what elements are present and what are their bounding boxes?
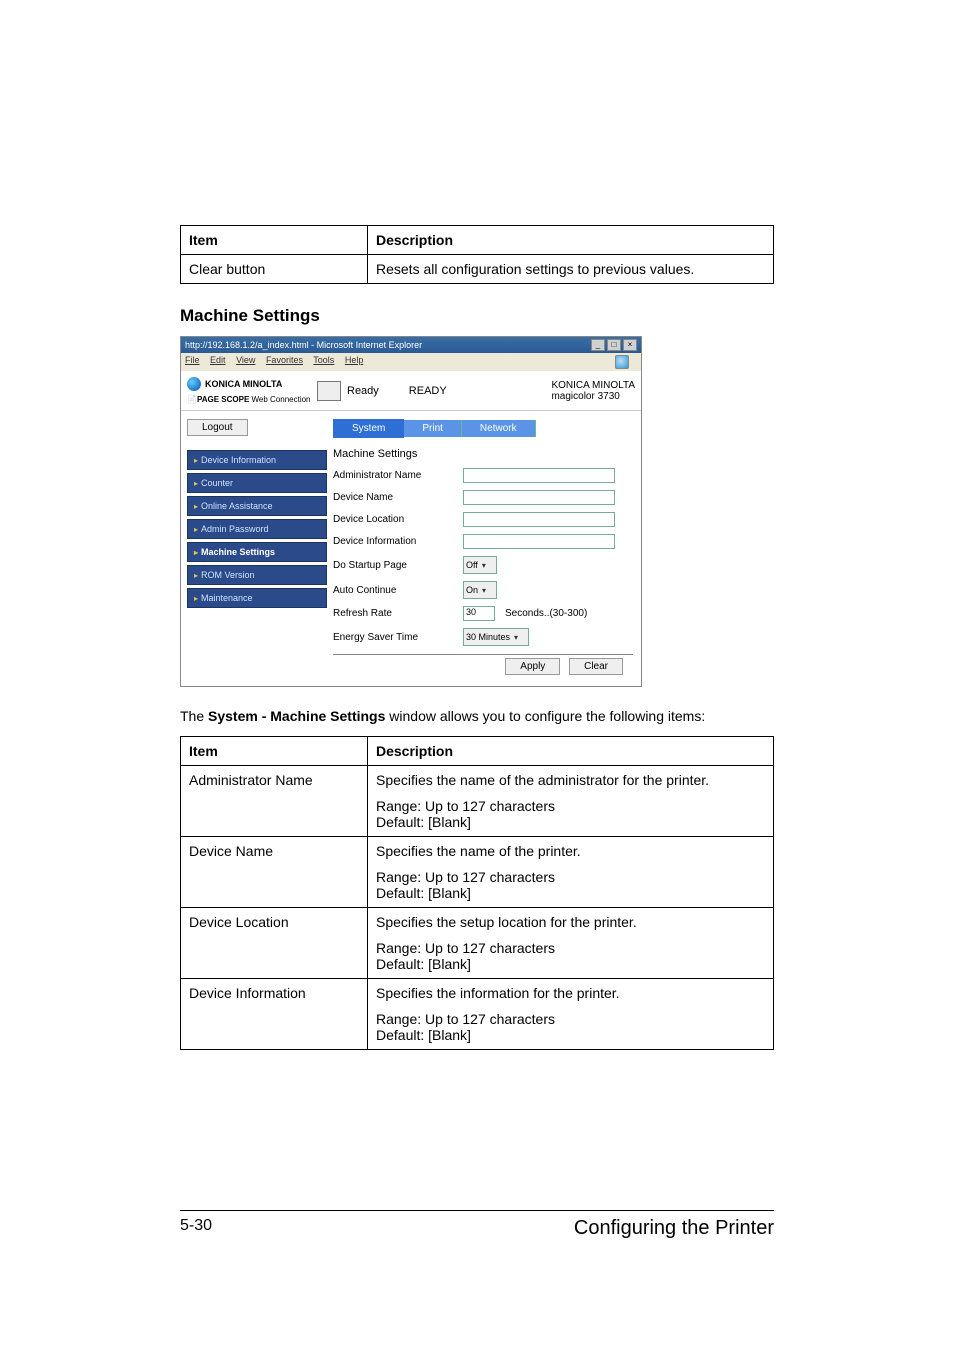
maximize-icon[interactable]: □ xyxy=(607,339,621,351)
menu-edit[interactable]: Edit xyxy=(210,355,226,365)
minimize-icon[interactable]: _ xyxy=(591,339,605,351)
ie-globe-icon xyxy=(615,355,629,369)
ready-status: READY xyxy=(409,385,447,397)
clear-button[interactable]: Clear xyxy=(569,658,623,675)
section-heading: Machine Settings xyxy=(180,306,774,326)
nav-rom-version[interactable]: ▸ROM Version xyxy=(187,565,327,585)
nav-arrow-icon: ▸ xyxy=(194,456,198,465)
page-header: KONICA MINOLTA 📄PAGE SCOPE Web Connectio… xyxy=(181,371,641,411)
pagescope-label: 📄PAGE SCOPE Web Connection xyxy=(187,395,317,404)
model-line2: magicolor 3730 xyxy=(551,391,635,402)
tab-bar: SystemPrintNetwork xyxy=(333,419,633,438)
window-titlebar: http://192.168.1.2/a_index.html - Micros… xyxy=(181,337,641,353)
table-row: Administrator Name Specifies the name of… xyxy=(181,765,774,836)
nav-arrow-icon: ▸ xyxy=(194,571,198,580)
menu-file[interactable]: File xyxy=(185,355,200,365)
nav-machine-settings[interactable]: ▸Machine Settings xyxy=(187,542,327,562)
input-device-location[interactable] xyxy=(463,512,615,527)
nav-arrow-icon: ▸ xyxy=(194,525,198,534)
main-panel: SystemPrintNetwork Machine Settings Admi… xyxy=(333,411,641,686)
brand-text: KONICA MINOLTA xyxy=(205,379,282,389)
nav-counter[interactable]: ▸Counter xyxy=(187,473,327,493)
label-startup: Do Startup Page xyxy=(333,560,463,571)
select-startup[interactable]: Off xyxy=(463,556,497,574)
tab-system[interactable]: System xyxy=(333,419,404,438)
page-number: 5-30 xyxy=(180,1217,212,1240)
ready-small: Ready xyxy=(347,385,379,397)
sidebar: Logout ▸Device Information ▸Counter ▸Onl… xyxy=(181,411,333,686)
nav-arrow-icon: ▸ xyxy=(194,502,198,511)
nav-admin-password[interactable]: ▸Admin Password xyxy=(187,519,327,539)
nav-maintenance[interactable]: ▸Maintenance xyxy=(187,588,327,608)
pagescope-prefix: 📄 xyxy=(187,395,197,404)
menu-view[interactable]: View xyxy=(236,355,255,365)
input-refresh-rate[interactable]: 30 xyxy=(463,606,495,621)
apply-button[interactable]: Apply xyxy=(505,658,560,675)
label-admin-name: Administrator Name xyxy=(333,470,463,481)
menu-favorites[interactable]: Favorites xyxy=(266,355,303,365)
menu-tools[interactable]: Tools xyxy=(313,355,334,365)
window-title: http://192.168.1.2/a_index.html - Micros… xyxy=(185,340,422,350)
top-table-header-desc: Description xyxy=(368,226,774,255)
select-energy-saver[interactable]: 30 Minutes xyxy=(463,628,529,646)
main-th-desc: Description xyxy=(368,736,774,765)
menu-help[interactable]: Help xyxy=(345,355,364,365)
close-icon[interactable]: × xyxy=(623,339,637,351)
label-device-name: Device Name xyxy=(333,492,463,503)
input-device-info[interactable] xyxy=(463,534,615,549)
cell-item: Administrator Name xyxy=(181,765,368,836)
nav-online-assistance[interactable]: ▸Online Assistance xyxy=(187,496,327,516)
screenshot-window: http://192.168.1.2/a_index.html - Micros… xyxy=(180,336,642,687)
menu-bar: File Edit View Favorites Tools Help xyxy=(181,353,641,371)
brand-logo: KONICA MINOLTA xyxy=(187,377,317,391)
tab-network[interactable]: Network xyxy=(462,420,536,437)
cell-desc: Specifies the name of the printer. Range… xyxy=(368,836,774,907)
logout-button[interactable]: Logout xyxy=(187,419,248,436)
tab-print[interactable]: Print xyxy=(404,420,462,437)
cell-desc: Specifies the information for the printe… xyxy=(368,978,774,1049)
intro-paragraph: The System - Machine Settings window all… xyxy=(180,707,774,726)
form-title: Machine Settings xyxy=(333,448,633,460)
top-table-item: Clear button xyxy=(181,255,368,284)
input-device-name[interactable] xyxy=(463,490,615,505)
main-th-item: Item xyxy=(181,736,368,765)
cell-desc: Specifies the name of the administrator … xyxy=(368,765,774,836)
table-row: Device Name Specifies the name of the pr… xyxy=(181,836,774,907)
table-row: Device Information Specifies the informa… xyxy=(181,978,774,1049)
nav-device-information[interactable]: ▸Device Information xyxy=(187,450,327,470)
refresh-suffix: Seconds..(30-300) xyxy=(505,608,587,619)
cell-item: Device Information xyxy=(181,978,368,1049)
label-auto-continue: Auto Continue xyxy=(333,585,463,596)
printer-icon xyxy=(317,381,341,401)
top-table-desc: Resets all configuration settings to pre… xyxy=(368,255,774,284)
top-table: Item Description Clear button Resets all… xyxy=(180,225,774,284)
label-energy-saver: Energy Saver Time xyxy=(333,632,463,643)
model-line1: KONICA MINOLTA xyxy=(551,380,635,391)
label-device-location: Device Location xyxy=(333,514,463,525)
select-auto-continue[interactable]: On xyxy=(463,581,497,599)
label-device-info: Device Information xyxy=(333,536,463,547)
nav-arrow-icon: ▸ xyxy=(194,548,198,557)
input-admin-name[interactable] xyxy=(463,468,615,483)
main-table: Item Description Administrator Name Spec… xyxy=(180,736,774,1050)
window-buttons[interactable]: _□× xyxy=(589,339,637,351)
cell-desc: Specifies the setup location for the pri… xyxy=(368,907,774,978)
cell-item: Device Location xyxy=(181,907,368,978)
table-row: Device Location Specifies the setup loca… xyxy=(181,907,774,978)
nav-arrow-icon: ▸ xyxy=(194,594,198,603)
top-table-header-item: Item xyxy=(181,226,368,255)
nav-arrow-icon: ▸ xyxy=(194,479,198,488)
footer-title: Configuring the Printer xyxy=(574,1217,774,1240)
page-footer: 5-30 Configuring the Printer xyxy=(180,1210,774,1240)
cell-item: Device Name xyxy=(181,836,368,907)
label-refresh-rate: Refresh Rate xyxy=(333,608,463,619)
brand-dot-icon xyxy=(187,377,201,391)
